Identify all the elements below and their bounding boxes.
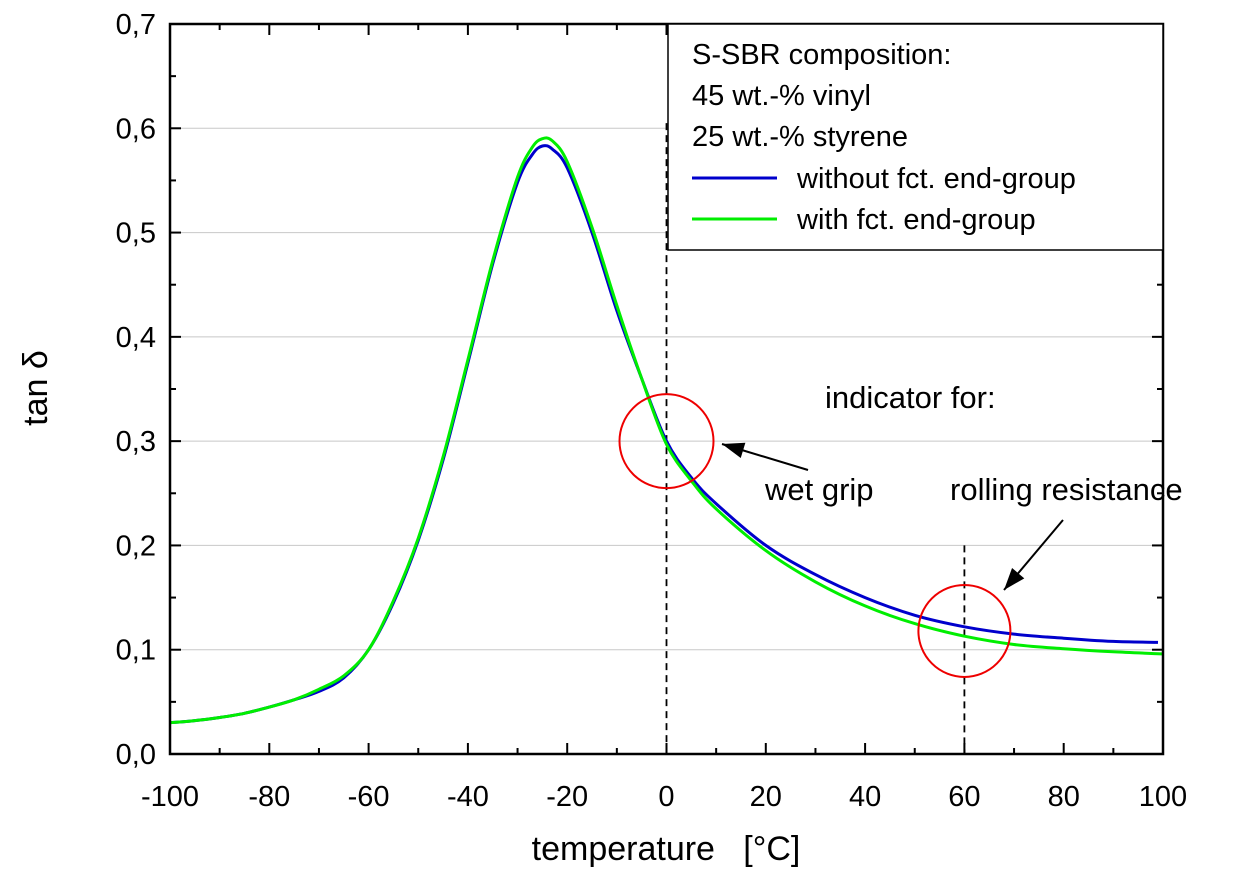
x-tick-label: 40 <box>849 781 881 813</box>
x-axis-label: temperature [°C] <box>532 830 801 868</box>
y-axis-label: tan δ <box>17 350 55 426</box>
rolling-resistance-arrow <box>1003 519 1064 591</box>
wet-grip-arrow-head <box>722 442 746 459</box>
y-tick-label: 0,6 <box>116 113 156 145</box>
rolling-resistance-arrow-head <box>1004 568 1025 590</box>
y-tick-label: 0,2 <box>116 530 156 562</box>
wet-grip-circle <box>618 393 715 490</box>
y-tick-label: 0,5 <box>116 218 156 250</box>
rolling-resistance-label: rolling resistance <box>950 472 1183 507</box>
y-tick-label: 0,4 <box>116 322 156 354</box>
y-tick-label: 0,3 <box>116 426 156 458</box>
x-tick-label: -80 <box>248 781 290 813</box>
legend-header-line: 45 wt.-% vinyl <box>692 80 871 112</box>
annotations: indicator for: wet grip rolling resistance <box>618 380 1183 678</box>
x-tick-label: -60 <box>348 781 390 813</box>
x-tick-label: 60 <box>948 781 980 813</box>
rolling-resistance-circle <box>917 583 1012 678</box>
x-tick-label: -20 <box>546 781 588 813</box>
wet-grip-arrow <box>721 442 809 471</box>
tick-labels: -100 -80 -60 -40 -20 0 20 40 60 80 100 0,0 0,1 0,2 0,3… <box>116 9 1188 813</box>
x-tick-label: 100 <box>1139 781 1187 813</box>
series-line-2 <box>169 136 1164 725</box>
x-tick-label: 80 <box>1048 781 1080 813</box>
legend-header-line: 25 wt.-% styrene <box>692 121 908 153</box>
wet-grip-label: wet grip <box>764 472 874 507</box>
x-tick-label: 0 <box>658 781 674 813</box>
y-tick-label: 0,0 <box>116 739 156 771</box>
legend-label-1: without fct. end-group <box>796 163 1076 195</box>
annotation-header: indicator for: <box>825 380 996 415</box>
x-tick-label: -40 <box>447 781 489 813</box>
legend: S-SBR composition: 45 wt.-% vinyl 25 wt.-%… <box>667 23 1164 251</box>
series-group <box>169 136 1164 725</box>
legend-label-2: with fct. end-group <box>796 204 1036 236</box>
y-tick-label: 0,7 <box>116 9 156 41</box>
series-line-1 <box>169 144 1159 725</box>
legend-header-line: S-SBR composition: <box>692 39 952 71</box>
x-tick-label: -100 <box>141 781 199 813</box>
x-tick-label: 20 <box>750 781 782 813</box>
y-tick-label: 0,1 <box>116 635 156 667</box>
legend-box <box>667 23 1164 251</box>
